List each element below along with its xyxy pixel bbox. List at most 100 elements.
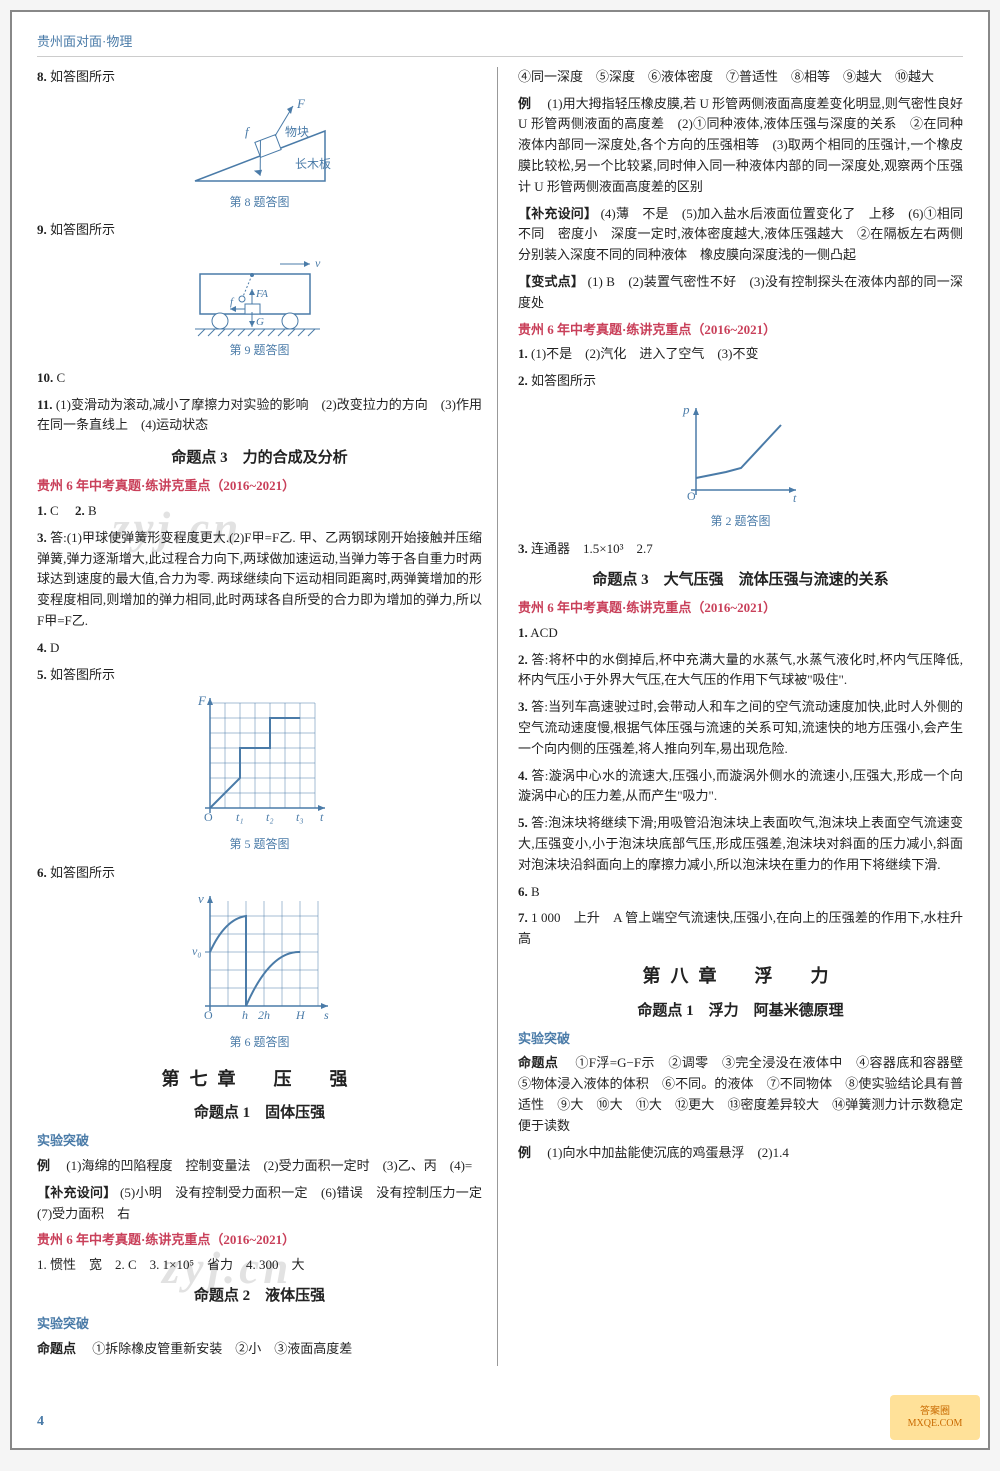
left-column: 8. 如答图所示 F f 物块 长木板 第 8 题答图 <box>37 67 498 1366</box>
text: 如答图所示 <box>531 373 596 388</box>
g3-a3: 3. 答:当列车高速驶过时,会带动人和车之间的空气流动速度加快,此时人外侧的空气… <box>518 697 963 759</box>
sub-2-title: 命题点 2 液体压强 <box>37 1284 482 1308</box>
a6-num: 6. <box>37 865 47 880</box>
figure-2r: p O t 第 2 题答图 <box>518 400 963 531</box>
svg-text:G: G <box>256 316 264 328</box>
question-8: 8. 如答图所示 <box>37 67 482 88</box>
q10-text: C <box>57 370 66 385</box>
curve-chart-icon: v v₀ O h 2h H s <box>180 891 340 1031</box>
a4-num: 4. <box>37 640 47 655</box>
answer-6: 6. 如答图所示 <box>37 863 482 884</box>
var-2: 【变式点】 (1) B (2)装置气密性不好 (3)没有控制探头在液体内部的同一… <box>518 272 963 314</box>
label: 命题点 <box>37 1341 76 1356</box>
exp7-supp: 【补充设问】 (5)小明 没有控制受力面积一定 (6)错误 没有控制压力一定 (… <box>37 1183 482 1225</box>
num: 2. <box>518 373 528 388</box>
chapter-7-title: 第七章 压 强 <box>37 1065 482 1094</box>
svg-text:p: p <box>682 402 690 417</box>
g3-a5: 5. 答:泡沫块将继续下滑;用吸管沿泡沫块上表面吹气,泡沫块上表面空气流速变大,… <box>518 813 963 875</box>
svg-text:2h: 2h <box>258 1008 270 1022</box>
text: (1)海绵的凹陷程度 控制变量法 (2)受力面积一定时 (3)乙、丙 (4)= <box>66 1158 472 1173</box>
section-3-title: 命题点 3 力的合成及分析 <box>37 446 482 470</box>
answer-row: 1. C 2. B <box>37 501 482 522</box>
q9-text: 如答图所示 <box>50 222 115 237</box>
guizhou-header-2: 贵州 6 年中考真题·练讲克重点（2016~2021） <box>518 320 963 341</box>
g3-a1: 1. ACD <box>518 623 963 644</box>
question-9: 9. 如答图所示 <box>37 220 482 241</box>
num: 7. <box>518 910 528 925</box>
text: 答:当列车高速驶过时,会带动人和车之间的空气流动速度加快,此时人外侧的空气流动速… <box>518 699 963 756</box>
label: 【变式点】 <box>518 274 584 289</box>
guizhou-header-3: 贵州 6 年中考真题·练讲克重点（2016~2021） <box>518 598 963 619</box>
label: 命题点 <box>518 1055 558 1070</box>
a2-num: 2. <box>75 503 85 518</box>
sub-3-title: 命题点 3 大气压强 流体压强与流速的关系 <box>518 568 963 592</box>
text: 答:将杯中的水倒掉后,杯中充满大量的水蒸气,水蒸气液化时,杯内气压降低,杯内气压… <box>518 652 963 688</box>
q10-num: 10. <box>37 370 53 385</box>
text: 连通器 1.5×10³ 2.7 <box>531 541 653 556</box>
fig2r-caption: 第 2 题答图 <box>518 512 963 531</box>
cont-numbers: ④同一深度 ⑤深度 ⑥液体密度 ⑦普适性 ⑧相等 ⑨越大 ⑩越大 <box>518 67 963 88</box>
svg-text:t₂: t₂ <box>266 810 274 824</box>
num: 3. <box>518 541 528 556</box>
text: (1)向水中加盐能使沉底的鸡蛋悬浮 (2)1.4 <box>547 1145 789 1160</box>
line-chart-icon: p O t <box>671 400 811 510</box>
fig6-caption: 第 6 题答图 <box>37 1033 482 1052</box>
svg-text:v₀: v₀ <box>192 944 202 958</box>
svg-text:O: O <box>204 1008 213 1022</box>
g3-a2: 2. 答:将杯中的水倒掉后,杯中充满大量的水蒸气,水蒸气液化时,杯内气压降低,杯… <box>518 650 963 692</box>
svg-text:t₁: t₁ <box>236 810 244 824</box>
question-11: 11. (1)变滑动为滚动,减小了摩擦力对实验的影响 (2)改变拉力的方向 (3… <box>37 395 482 437</box>
exp8-pt: 命题点 ①F浮=G−F示 ②调零 ③完全浸没在液体中 ④容器底和容器壁 ⑤物体浸… <box>518 1053 963 1136</box>
svg-text:h: h <box>242 1008 248 1022</box>
answer-5: 5. 如答图所示 <box>37 665 482 686</box>
a2-text: B <box>88 503 97 518</box>
exp-header: 实验突破 <box>37 1131 482 1152</box>
text: (1)用大拇指轻压橡皮膜,若 U 形管两侧液面高度差变化明显,则气密性良好 U … <box>518 96 976 194</box>
fig5-caption: 第 5 题答图 <box>37 835 482 854</box>
a5-text: 如答图所示 <box>50 667 115 682</box>
label: 例 <box>37 1158 50 1173</box>
q8-num: 8. <box>37 69 47 84</box>
a1-num: 1. <box>37 503 47 518</box>
figure-5: F O t₁ t₂ t₃ t 第 5 题答图 <box>37 693 482 854</box>
label: 【补充设问】 <box>518 206 597 221</box>
a3-text: 答:(1)甲球使弹簧形变程度更大.(2)F甲=F乙. 甲、乙两钢球刚开始接触并压… <box>37 530 482 628</box>
answer-3: 3. 答:(1)甲球使弹簧形变程度更大.(2)F甲=F乙. 甲、乙两钢球刚开始接… <box>37 528 482 632</box>
text: B <box>531 884 540 899</box>
question-10: 10. C <box>37 368 482 389</box>
num: 2. <box>518 652 528 667</box>
svg-text:FA: FA <box>255 288 268 300</box>
a3-num: 3. <box>37 530 47 545</box>
chapter-8-title: 第八章 浮 力 <box>518 962 963 991</box>
corner-badge: 答案圈 MXQE.COM <box>890 1395 980 1440</box>
svg-text:t₃: t₃ <box>296 810 304 824</box>
text: ①F浮=G−F示 ②调零 ③完全浸没在液体中 ④容器底和容器壁 ⑤物体浸入液体的… <box>518 1055 976 1132</box>
text: ACD <box>530 625 557 640</box>
text: 答:泡沫块将继续下滑;用吸管沿泡沫块上表面吹气,泡沫块上表面空气流速变大,压强变… <box>518 815 963 872</box>
badge-line1: 答案圈 <box>920 1406 950 1418</box>
exp7-example: 例 (1)海绵的凹陷程度 控制变量法 (2)受力面积一定时 (3)乙、丙 (4)… <box>37 1156 482 1177</box>
svg-text:t: t <box>793 491 797 505</box>
num: 6. <box>518 884 528 899</box>
figure-8: F f 物块 长木板 第 8 题答图 <box>37 96 482 212</box>
g3-a6: 6. B <box>518 882 963 903</box>
fig9-caption: 第 9 题答图 <box>37 341 482 360</box>
badge-line2: MXQE.COM <box>908 1418 963 1430</box>
g3-a7: 7. 1 000 上升 A 管上端空气流速快,压强小,在向上的压强差的作用下,水… <box>518 908 963 950</box>
q11-num: 11. <box>37 397 53 412</box>
exp8-ex: 例 (1)向水中加盐能使沉底的鸡蛋悬浮 (2)1.4 <box>518 1143 963 1164</box>
num: 5. <box>518 815 528 830</box>
supp-2: 【补充设问】 (4)薄 不是 (5)加入盐水后液面位置变化了 上移 (6)①相同… <box>518 204 963 266</box>
g2-a2: 2. 如答图所示 <box>518 371 963 392</box>
page-header: 贵州面对面·物理 <box>37 32 963 57</box>
svg-text:F: F <box>296 96 306 111</box>
text: (1)不是 (2)汽化 进入了空气 (3)不变 <box>531 346 758 361</box>
svg-text:物块: 物块 <box>285 125 309 139</box>
a6-text: 如答图所示 <box>50 865 115 880</box>
sub-1-title: 命题点 1 固体压强 <box>37 1101 482 1125</box>
page-number: 4 <box>37 1411 44 1433</box>
right-column: ④同一深度 ⑤深度 ⑥液体密度 ⑦普适性 ⑧相等 ⑨越大 ⑩越大 例 (1)用大… <box>518 67 963 1366</box>
grid-chart-icon: F O t₁ t₂ t₃ t <box>180 693 340 833</box>
svg-text:长木板: 长木板 <box>295 157 331 171</box>
num: 1. <box>518 625 528 640</box>
